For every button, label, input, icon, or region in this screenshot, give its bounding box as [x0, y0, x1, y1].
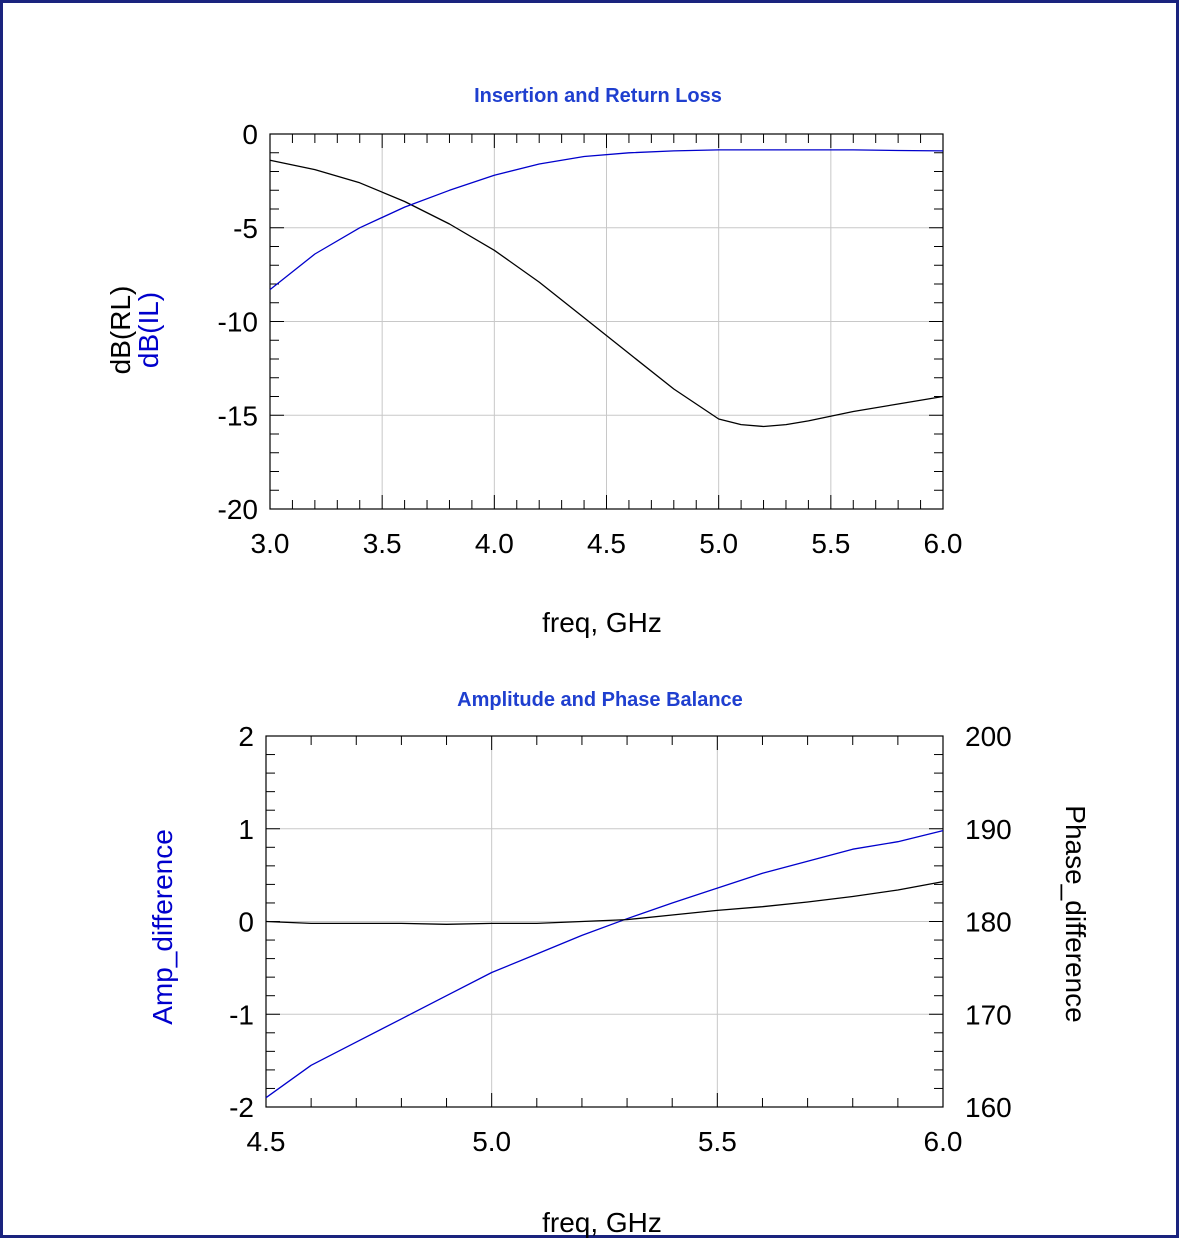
chart1-x-tick-label: 3.5 — [363, 528, 402, 559]
chart1-x-tick-label: 3.0 — [251, 528, 290, 559]
chart2-y-tick-label: -1 — [229, 999, 254, 1030]
chart1-plot-frame — [269, 133, 944, 510]
chart1-x-tick-label: 5.0 — [699, 528, 738, 559]
chart2-y-tick-label: -2 — [229, 1092, 254, 1123]
chart2-y2-tick-label: 190 — [965, 814, 1012, 845]
chart2-y2-tick-label: 170 — [965, 999, 1012, 1030]
chart1-series-db-rl--line — [269, 159, 944, 428]
chart1-x-tick-label: 4.5 — [587, 528, 626, 559]
chart1-series-db-il--line — [269, 149, 944, 291]
chart2-x-tick-label: 5.0 — [472, 1126, 511, 1157]
chart2-series-amp-difference-line — [265, 829, 944, 1099]
chart2-y2-tick-label: 180 — [965, 907, 1012, 938]
chart2-xlabel: freq, GHz — [542, 1207, 662, 1238]
chart1-y-tick-label: 0 — [242, 119, 258, 150]
chart2-x-tick-label: 5.5 — [698, 1126, 737, 1157]
chart1-y-tick-label: -20 — [218, 494, 258, 525]
chart1-title: Insertion and Return Loss — [474, 85, 722, 107]
chart1-ylabel-rl: dB(RL) — [105, 286, 136, 375]
chart2-y2-tick-label: 200 — [965, 721, 1012, 752]
chart1-y-tick-label: -5 — [233, 213, 258, 244]
chart2-x-tick-label: 6.0 — [924, 1126, 963, 1157]
chart2-y-tick-label: 2 — [238, 721, 254, 752]
chart2-y-tick-label: 1 — [238, 814, 254, 845]
chart2-ylabel-left: Amp_difference — [147, 829, 178, 1025]
chart1-y-tick-label: -10 — [218, 307, 258, 338]
chart2-x-tick-label: 4.5 — [247, 1126, 286, 1157]
chart2-y-tick-label: 0 — [238, 907, 254, 938]
chart1-xlabel: freq, GHz — [542, 607, 662, 638]
chart1-x-tick-label: 5.5 — [811, 528, 850, 559]
chart1-y-tick-label: -15 — [218, 400, 258, 431]
chart2-ylabel-right: Phase_difference — [1060, 805, 1091, 1022]
chart2-y2-tick-label: 160 — [965, 1092, 1012, 1123]
chart2-title: Amplitude and Phase Balance — [457, 689, 743, 711]
chart2-series-phase-difference-line — [265, 880, 944, 925]
chart1-ylabel-il: dB(IL) — [133, 292, 164, 368]
chart1-x-tick-label: 6.0 — [924, 528, 963, 559]
chart1-x-tick-label: 4.0 — [475, 528, 514, 559]
